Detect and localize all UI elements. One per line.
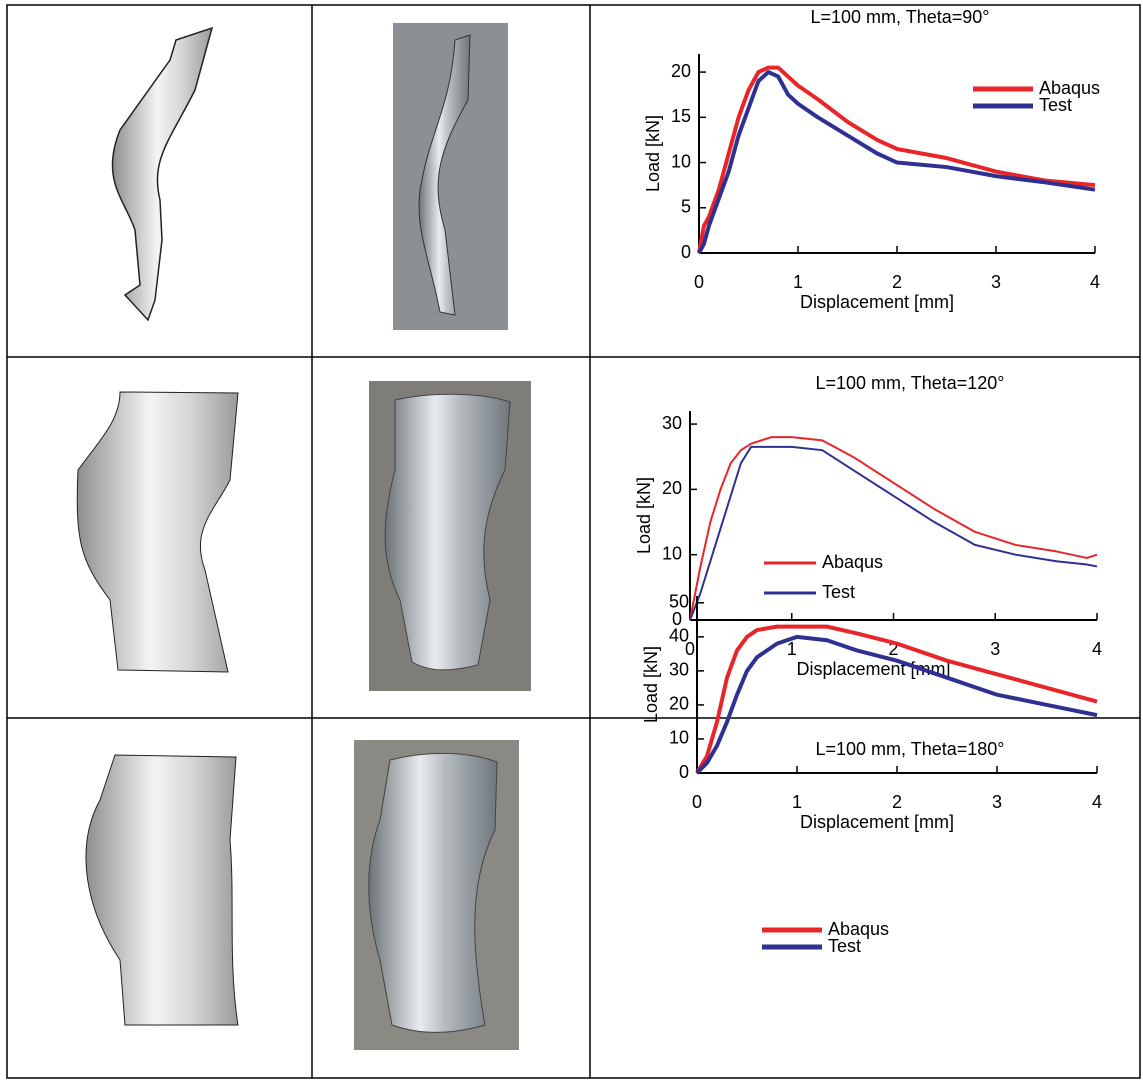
y-tick-label: 10 [662,543,682,563]
legend-label: Test [822,582,855,602]
x-tick-label: 0 [692,792,702,812]
y-tick-label: 30 [662,413,682,433]
y-tick-label: 10 [671,151,691,171]
x-tick-label: 4 [1092,792,1102,812]
y-tick-label: 20 [671,61,691,81]
series-line [697,65,1096,254]
series-line [689,436,1098,621]
legend-label: Test [828,936,861,956]
chart-title: L=100 mm, Theta=180° [816,739,1005,759]
x-axis-label: Displacement [mm] [796,659,950,679]
x-tick-label: 1 [792,792,802,812]
y-tick-label: 10 [669,728,689,748]
series-line [695,634,1098,775]
y-tick-label: 20 [669,694,689,714]
x-tick-label: 0 [694,272,704,292]
fe-model-180 [85,754,239,1026]
x-tick-label: 3 [990,639,1000,659]
x-tick-label: 4 [1090,272,1100,292]
y-tick-label: 0 [679,762,689,782]
legend-label: Abaqus [822,552,883,572]
chart-title: L=100 mm, Theta=90° [811,7,990,27]
x-tick-label: 4 [1092,639,1102,659]
x-tick-label: 3 [991,272,1001,292]
y-axis-label: Load [kN] [641,646,661,723]
y-tick-label: 15 [671,106,691,126]
series-line [689,445,1098,621]
y-tick-label: 0 [672,609,682,629]
series-line [697,70,1096,254]
photo-90 [393,23,508,330]
photo-120 [369,381,531,691]
y-axis-label: Load [kN] [643,115,663,192]
x-tick-label: 2 [892,792,902,812]
x-tick-label: 3 [992,792,1002,812]
legend-label: Abaqus [828,919,889,939]
table-grid [6,4,1141,1079]
legend-label: Test [1039,95,1072,115]
fe-model-90 [111,26,214,322]
fe-model-120 [76,391,239,673]
photo-180 [354,740,519,1050]
chart-title: L=100 mm, Theta=120° [816,373,1005,393]
x-tick-label: 0 [685,639,695,659]
x-tick-label: 2 [888,639,898,659]
y-tick-label: 20 [662,478,682,498]
x-tick-label: 1 [787,639,797,659]
y-tick-label: 50 [669,592,689,612]
y-tick-label: 5 [681,197,691,217]
y-tick-label: 0 [681,242,691,262]
x-tick-label: 1 [793,272,803,292]
x-axis-label: Displacement [mm] [800,292,954,312]
y-axis-label: Load [kN] [634,477,654,554]
x-tick-label: 2 [892,272,902,292]
y-tick-label: 30 [669,660,689,680]
series-line [695,624,1098,775]
y-tick-label: 40 [669,626,689,646]
legend-label: Abaqus [1039,78,1100,98]
x-axis-label: Displacement [mm] [800,812,954,832]
